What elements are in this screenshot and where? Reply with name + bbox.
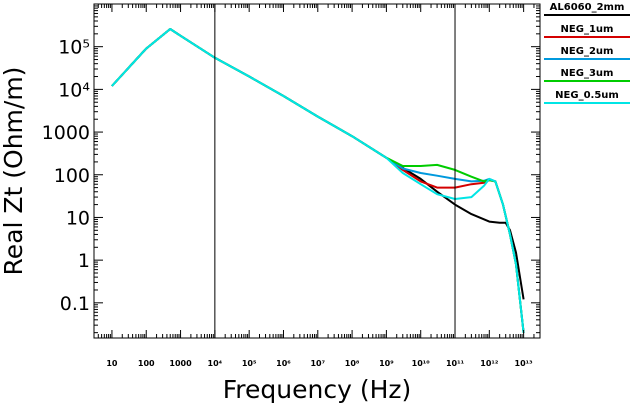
x-tick-label: 10¹¹ — [446, 359, 465, 368]
y-tick-label: 10⁴ — [58, 79, 90, 101]
x-tick-label: 10⁹ — [379, 359, 394, 368]
x-tick-label: 10⁶ — [276, 359, 291, 368]
series-line-4 — [111, 28, 525, 333]
x-tick-label: 10⁸ — [345, 359, 360, 368]
legend-label-1: NEG_1um — [561, 24, 614, 35]
series-line-2 — [111, 28, 525, 333]
x-tick-label: 10 — [106, 359, 118, 368]
legend-label-2: NEG_2um — [561, 46, 614, 57]
legend-label-0: AL6060_2mm — [550, 2, 625, 13]
x-axis: 10 100 1000 10⁴ 10⁵ 10⁶ 10⁷ 10⁸ 10⁹ 10¹⁰ 10¹¹ 10¹² 1… — [93, 4, 541, 368]
y-tick-label: 10⁵ — [58, 37, 90, 59]
y-tick-label: 10 — [66, 207, 90, 229]
y-tick-label: 1 — [78, 250, 90, 272]
plot-frame — [93, 3, 541, 339]
series-lines — [111, 28, 525, 333]
x-axis-title: Frequency (Hz) — [223, 375, 412, 404]
x-tick-label: 10¹⁰ — [412, 359, 431, 368]
x-tick-label: 1000 — [169, 359, 192, 368]
y-tick-label: 100 — [54, 165, 90, 187]
reference-lines — [214, 4, 456, 338]
x-tick-label: 100 — [138, 359, 155, 368]
y-axis-title: Real Zt (Ohm/m) — [0, 67, 28, 276]
legend-label-3: NEG_3um — [561, 68, 614, 79]
x-tick-label: 10⁷ — [310, 359, 325, 368]
y-axis: 0.1 1 10 100 1000 10⁴ 10⁵ — [42, 5, 540, 334]
series-line-0 — [111, 28, 525, 300]
legend: AL6060_2mm NEG_1um NEG_2um NEG_3um NEG_0.5um — [544, 2, 630, 104]
x-tick-label: 10¹² — [480, 359, 499, 368]
y-tick-label: 1000 — [42, 122, 90, 144]
x-tick-label: 10⁴ — [208, 359, 223, 368]
y-tick-label: 0.1 — [60, 293, 90, 315]
legend-label-4: NEG_0.5um — [555, 90, 619, 101]
x-tick-label: 10¹³ — [515, 359, 534, 368]
x-tick-label: 10⁵ — [242, 359, 257, 368]
